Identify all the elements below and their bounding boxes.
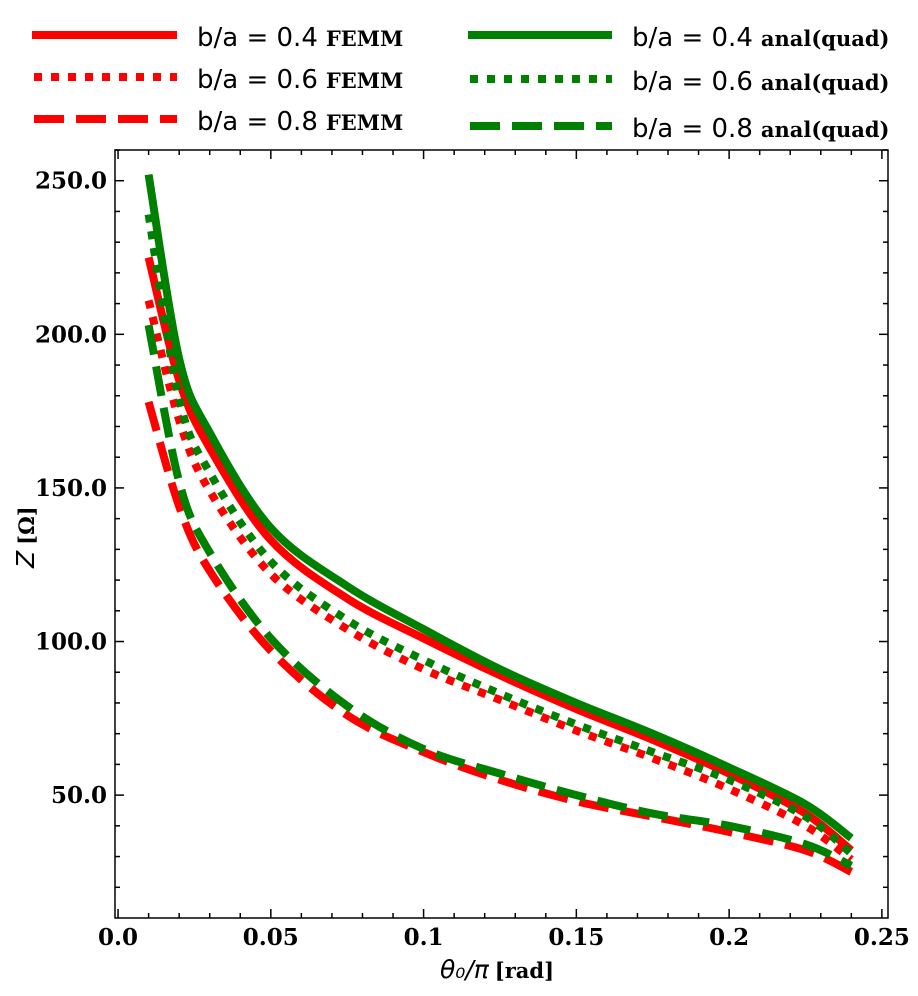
- legend-ratio-ba08-femm: b/a = 0.8: [197, 107, 318, 137]
- x-axis-label-math: θ₀/π: [440, 955, 490, 984]
- legend-ratio-ba04-femm: b/a = 0.4: [197, 23, 318, 53]
- legend-ratio-ba06-femm: b/a = 0.6: [197, 65, 318, 95]
- legend-source-ba08-anal: anal(quad): [761, 117, 890, 142]
- legend-ratio-ba06-anal: b/a = 0.6: [632, 67, 753, 97]
- plot-frame: [114, 149, 889, 919]
- legend-entry-ba06-femm: b/a = 0.6 FEMM: [34, 65, 403, 95]
- legend-entry-ba04-femm: b/a = 0.4 FEMM: [32, 23, 403, 53]
- legend-entry-ba08-anal: b/a = 0.8 anal(quad): [470, 114, 889, 144]
- legend-source-ba04-anal: anal(quad): [761, 26, 890, 51]
- legend: b/a = 0.4 FEMM b/a = 0.6 FEMM b/a = 0.8 FEM…: [32, 23, 889, 144]
- legend-source-ba04-femm: FEMM: [326, 26, 403, 51]
- y-axis-label-unit: [Ω]: [14, 506, 39, 545]
- x-tick-label: 0.0: [98, 924, 138, 951]
- x-axis-label-unit: [rad]: [495, 958, 554, 983]
- legend-ratio-ba08-anal: b/a = 0.8: [632, 114, 753, 144]
- legend-ratio-ba04-anal: b/a = 0.4: [632, 23, 753, 53]
- y-tick-labels: 50.0 100.0 150.0 200.0 250.0: [35, 168, 107, 809]
- series-line-b-a-0-8-femm: [144, 400, 854, 876]
- y-tick-label: 250.0: [35, 168, 107, 195]
- legend-source-ba06-anal: anal(quad): [761, 70, 890, 95]
- x-axis-label: θ₀/π [rad]: [440, 955, 554, 984]
- y-tick-label: 50.0: [51, 782, 107, 809]
- legend-source-ba06-femm: FEMM: [326, 68, 403, 93]
- x-tick-label: 0.15: [548, 924, 604, 951]
- legend-entry-ba08-femm: b/a = 0.8 FEMM: [34, 107, 403, 137]
- legend-source-ba08-femm: FEMM: [326, 110, 403, 135]
- y-axis-label-math: Z: [11, 550, 40, 569]
- x-tick-label: 0.1: [404, 924, 444, 951]
- y-axis-label: Z [Ω]: [11, 506, 40, 569]
- x-tick-label: 0.05: [243, 924, 299, 951]
- axis-ticks: [115, 149, 888, 918]
- series-line-b-a-0-4-anal-quad-: [144, 173, 854, 842]
- series-line-b-a-0-6-anal-quad-: [144, 213, 854, 857]
- x-tick-labels: 0.0 0.05 0.1 0.15 0.2 0.25: [98, 924, 910, 951]
- series-line-b-a-0-8-anal-quad-: [144, 324, 854, 870]
- y-tick-label: 200.0: [35, 321, 107, 348]
- series-line-b-a-0-4-femm: [144, 256, 854, 854]
- x-tick-label: 0.2: [709, 924, 749, 951]
- series-lines: [144, 173, 854, 876]
- y-tick-label: 100.0: [35, 629, 107, 656]
- x-tick-label: 0.25: [854, 924, 910, 951]
- legend-entry-ba06-anal: b/a = 0.6 anal(quad): [470, 67, 889, 97]
- legend-entry-ba04-anal: b/a = 0.4 anal(quad): [468, 23, 889, 53]
- y-tick-label: 150.0: [35, 475, 107, 502]
